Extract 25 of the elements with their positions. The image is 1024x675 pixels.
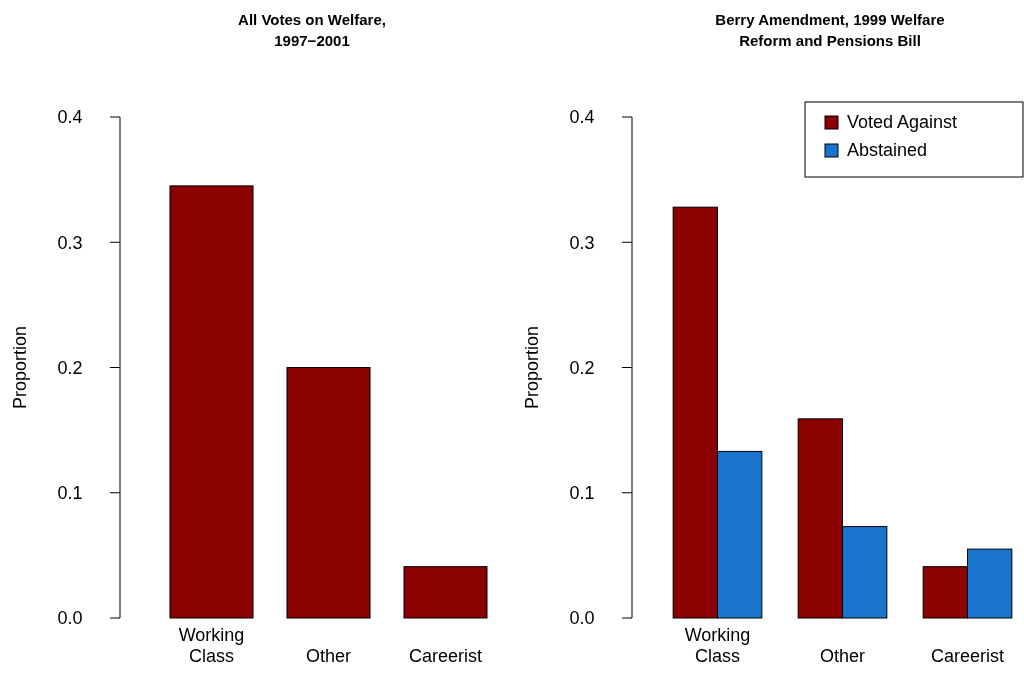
chart-title: All Votes on Welfare, 1997−2001 [238,11,386,49]
x-tick-label: Careerist [930,646,1005,666]
y-tick-label: 0.1 [57,483,83,504]
y-tick-label: 0.0 [57,608,83,629]
y-tick-label: 0.2 [57,357,83,378]
x-tick-label: Other [819,646,866,666]
y-tick-label: 0.3 [569,232,595,253]
x-tick-label: Working Class [684,625,751,666]
y-axis-title: Proportion [10,325,30,410]
chart-title: Berry Amendment, 1999 Welfare Reform and Pensions Bill [715,11,945,49]
x-tick-label: Careerist [408,646,483,666]
y-tick-label: 0.4 [569,107,595,128]
y-tick-label: 0.1 [569,483,595,504]
bar [286,367,371,619]
y-tick-label: 0.0 [569,608,595,629]
legend-label: Abstained [847,140,928,161]
x-tick-label: Other [305,646,352,666]
bar [403,566,488,619]
x-tick-label: Working Class [178,625,245,666]
legend-label: Voted Against [847,112,958,133]
y-tick-label: 0.2 [569,357,595,378]
bar [169,185,254,619]
y-tick-label: 0.4 [57,107,83,128]
y-tick-label: 0.3 [57,232,83,253]
y-axis-title: Proportion [522,325,542,410]
